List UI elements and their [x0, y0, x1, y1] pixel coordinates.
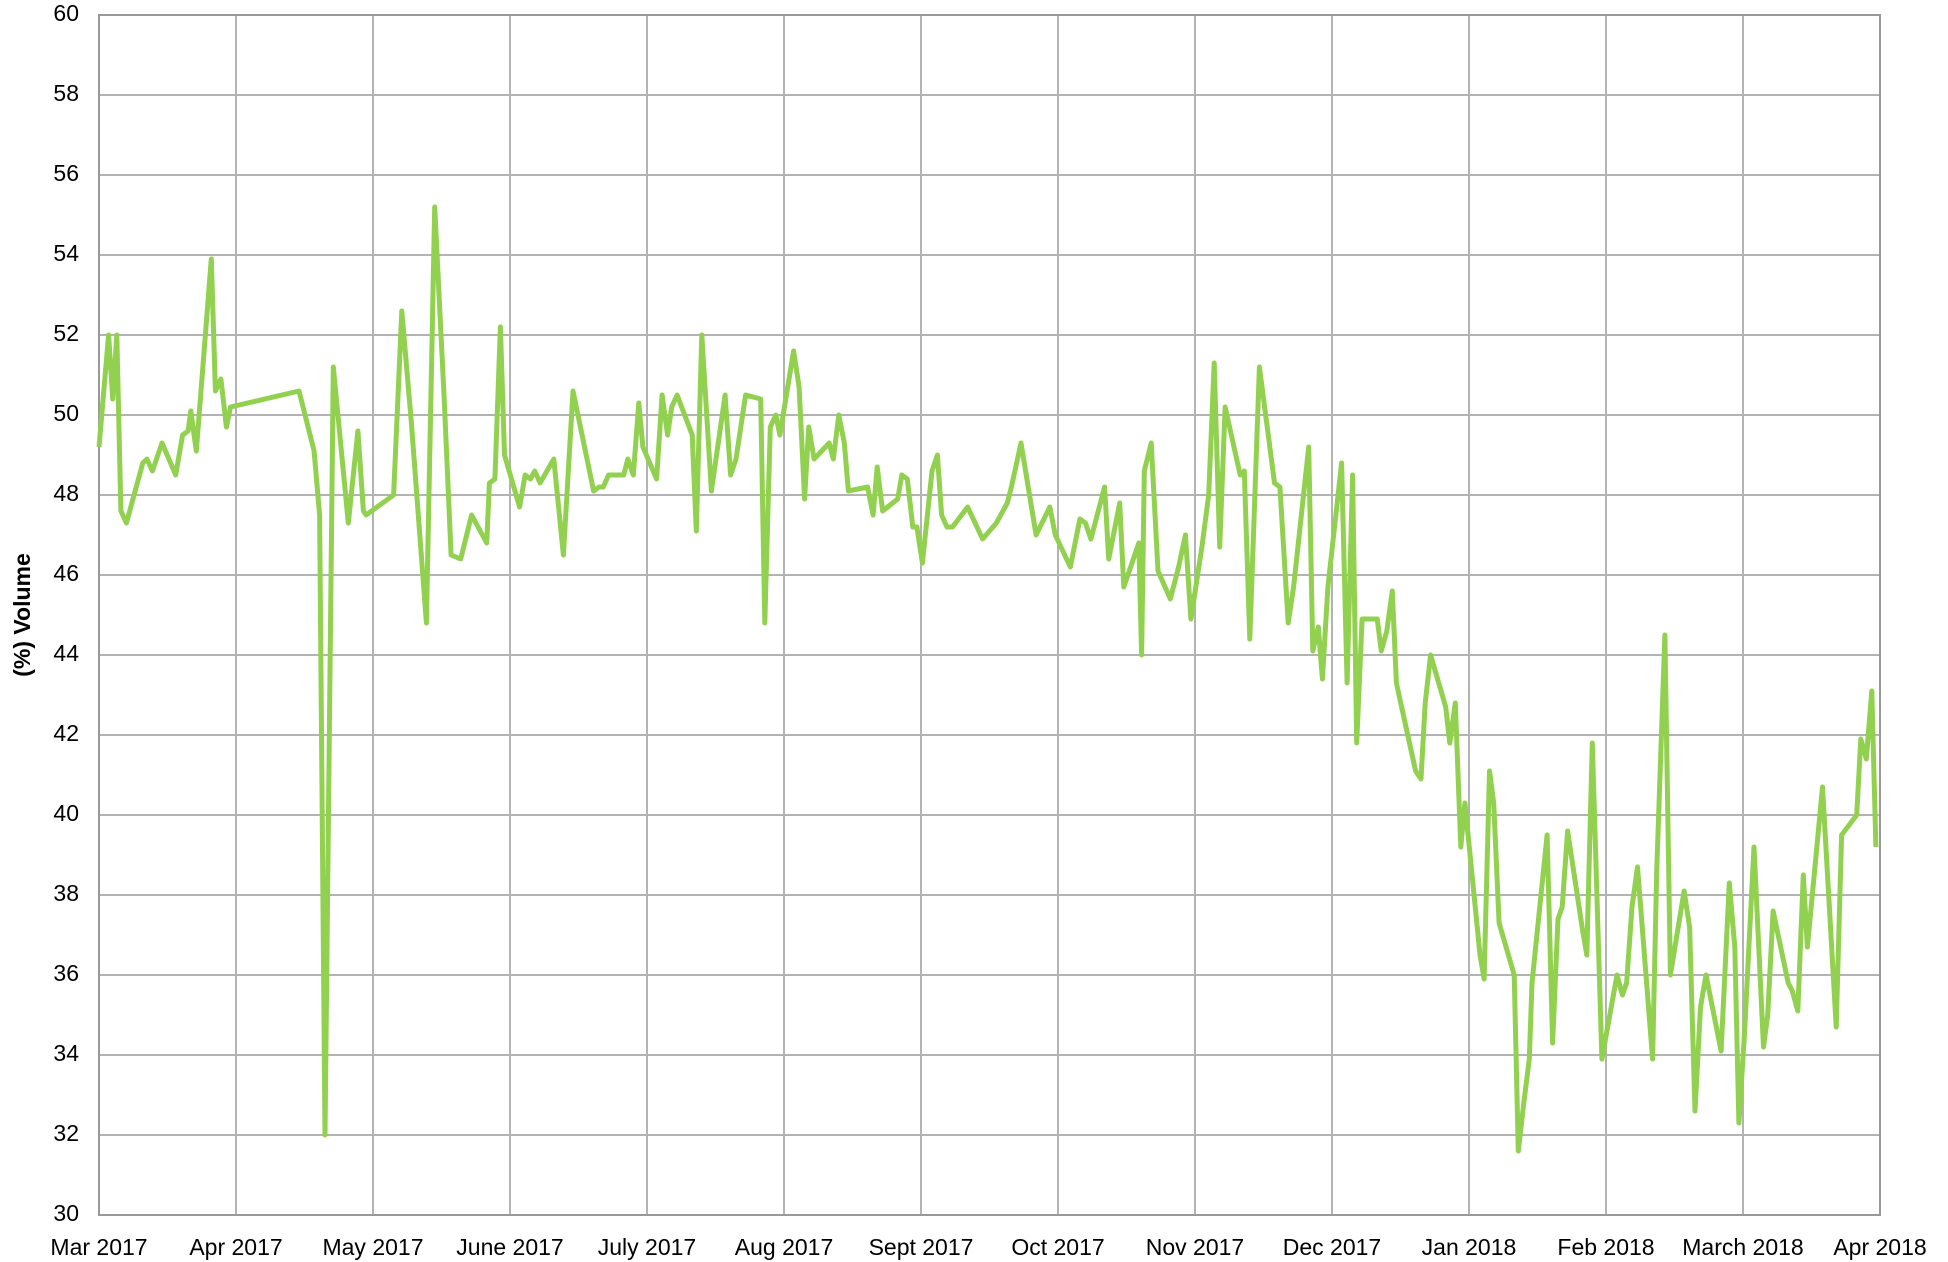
- y-tick-label: 36: [53, 960, 79, 986]
- y-tick-label: 38: [53, 880, 79, 906]
- y-tick-label: 34: [53, 1040, 79, 1066]
- x-tick-label: Aug 2017: [735, 1234, 833, 1260]
- x-tick-label: Jan 2018: [1422, 1234, 1517, 1260]
- y-tick-label: 46: [53, 560, 79, 586]
- y-tick-label: 54: [53, 240, 79, 266]
- y-tick-label: 60: [53, 0, 79, 26]
- x-tick-label: Feb 2018: [1557, 1234, 1654, 1260]
- y-tick-label: 44: [53, 640, 79, 666]
- x-tick-label: March 2018: [1682, 1234, 1803, 1260]
- x-tick-label: July 2017: [598, 1234, 696, 1260]
- y-tick-label: 30: [53, 1200, 79, 1226]
- y-tick-label: 50: [53, 400, 79, 426]
- x-tick-label: June 2017: [456, 1234, 563, 1260]
- y-tick-label: 56: [53, 160, 79, 186]
- y-tick-label: 48: [53, 480, 79, 506]
- plot-frame: [98, 14, 1881, 1216]
- x-tick-label: Apr 2018: [1833, 1234, 1926, 1260]
- x-tick-label: May 2017: [322, 1234, 423, 1260]
- y-tick-label: 32: [53, 1120, 79, 1146]
- x-tick-label: Mar 2017: [50, 1234, 147, 1260]
- x-tick-label: Dec 2017: [1283, 1234, 1381, 1260]
- y-tick-label: 42: [53, 720, 79, 746]
- y-tick-label: 58: [53, 80, 79, 106]
- x-tick-label: Nov 2017: [1146, 1234, 1244, 1260]
- x-tick-label: Sept 2017: [869, 1234, 974, 1260]
- y-tick-label: 40: [53, 800, 79, 826]
- data-line: [96, 204, 1879, 1154]
- x-tick-label: Oct 2017: [1011, 1234, 1104, 1260]
- y-axis-label: (%) Volume: [9, 553, 35, 677]
- y-tick-label: 52: [53, 320, 79, 346]
- x-tick-label: Apr 2017: [189, 1234, 282, 1260]
